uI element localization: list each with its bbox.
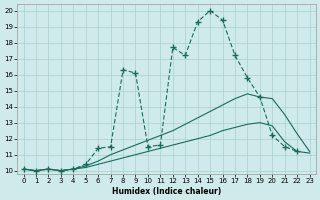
X-axis label: Humidex (Indice chaleur): Humidex (Indice chaleur) (112, 187, 221, 196)
